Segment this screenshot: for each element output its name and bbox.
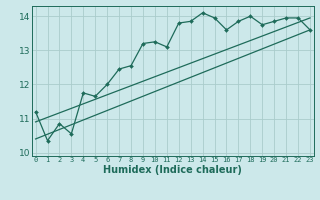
X-axis label: Humidex (Indice chaleur): Humidex (Indice chaleur)	[103, 165, 242, 175]
